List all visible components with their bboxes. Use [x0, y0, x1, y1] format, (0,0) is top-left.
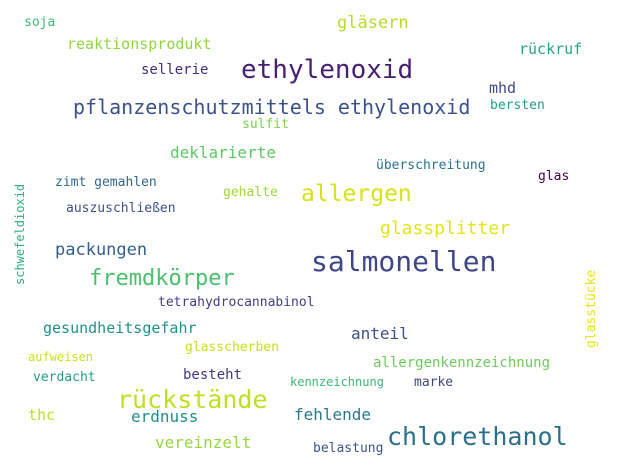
- word-bersten: bersten: [490, 98, 545, 113]
- word-anteil: anteil: [351, 324, 409, 343]
- word-glassplitter: glassplitter: [380, 218, 511, 239]
- word-sellerie: sellerie: [141, 62, 209, 78]
- word-sulfit: sulfit: [242, 117, 289, 132]
- word-rueckruf: rückruf: [519, 40, 583, 58]
- word-auszuschliessen: auszuschließen: [66, 201, 176, 216]
- word-glasscherben: glasscherben: [185, 340, 279, 355]
- word-belastung: belastung: [313, 441, 384, 456]
- word-besteht: besteht: [183, 367, 243, 383]
- word-glas: glas: [538, 169, 570, 184]
- word-marke: marke: [414, 375, 454, 390]
- word-kennzeichnung: kennzeichnung: [290, 375, 384, 389]
- word-aufweisen: aufweisen: [28, 350, 94, 364]
- word-soja: soja: [24, 15, 56, 30]
- word-rueckstaende: rückstände: [117, 385, 268, 414]
- word-glaesern: gläsern: [337, 13, 409, 33]
- word-fremdkoerper: fremdkörper: [89, 266, 235, 291]
- word-tetrahydrocannabinol: tetrahydrocannabinol: [158, 295, 315, 310]
- word-glasstuecke: glasstücke: [584, 269, 599, 348]
- word-salmonellen: salmonellen: [311, 245, 497, 278]
- word-deklarierte: deklarierte: [170, 143, 276, 162]
- word-thc: thc: [28, 406, 56, 424]
- word-gesundheitsgefahr: gesundheitsgefahr: [43, 319, 197, 337]
- word-zimt-gemahlen: zimt gemahlen: [55, 175, 157, 190]
- word-verdacht: verdacht: [33, 370, 96, 385]
- word-allergenkennzeichnung: allergenkennzeichnung: [373, 355, 551, 371]
- word-ethylenoxid: ethylenoxid: [241, 55, 414, 85]
- word-vereinzelt: vereinzelt: [155, 433, 252, 452]
- word-reaktionsprodukt: reaktionsprodukt: [67, 35, 212, 53]
- word-pflanzenschutzmittels-ethylenoxid: pflanzenschutzmittels ethylenoxid: [73, 95, 471, 119]
- word-mhd: mhd: [489, 79, 517, 97]
- word-erdnuss: erdnuss: [131, 407, 199, 426]
- word-packungen: packungen: [55, 240, 148, 260]
- word-chlorethanol: chlorethanol: [387, 422, 568, 451]
- word-gehalte: gehalte: [223, 185, 278, 200]
- word-fehlende: fehlende: [294, 405, 372, 424]
- word-allergen: allergen: [301, 181, 412, 207]
- word-ueberschreitung: überschreitung: [376, 158, 486, 173]
- word-schwefeldioxid: schwefeldioxid: [13, 183, 27, 285]
